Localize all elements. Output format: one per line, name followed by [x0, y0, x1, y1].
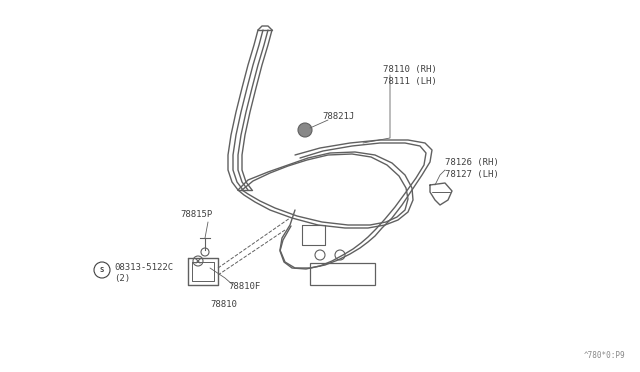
Text: 78821J: 78821J — [322, 112, 355, 121]
Text: 78127 (LH): 78127 (LH) — [445, 170, 499, 179]
Text: 78110 (RH): 78110 (RH) — [383, 65, 436, 74]
Text: 78810F: 78810F — [228, 282, 260, 291]
Text: ^780*0:P9: ^780*0:P9 — [584, 351, 625, 360]
Text: 78815P: 78815P — [180, 210, 212, 219]
Text: 08313-5122C: 08313-5122C — [114, 263, 173, 272]
Text: (2): (2) — [114, 275, 130, 283]
Text: S: S — [100, 267, 104, 273]
Text: 78810: 78810 — [210, 300, 237, 309]
Bar — [310, 263, 375, 285]
Text: 78111 (LH): 78111 (LH) — [383, 77, 436, 86]
Circle shape — [298, 123, 312, 137]
Text: 78126 (RH): 78126 (RH) — [445, 158, 499, 167]
